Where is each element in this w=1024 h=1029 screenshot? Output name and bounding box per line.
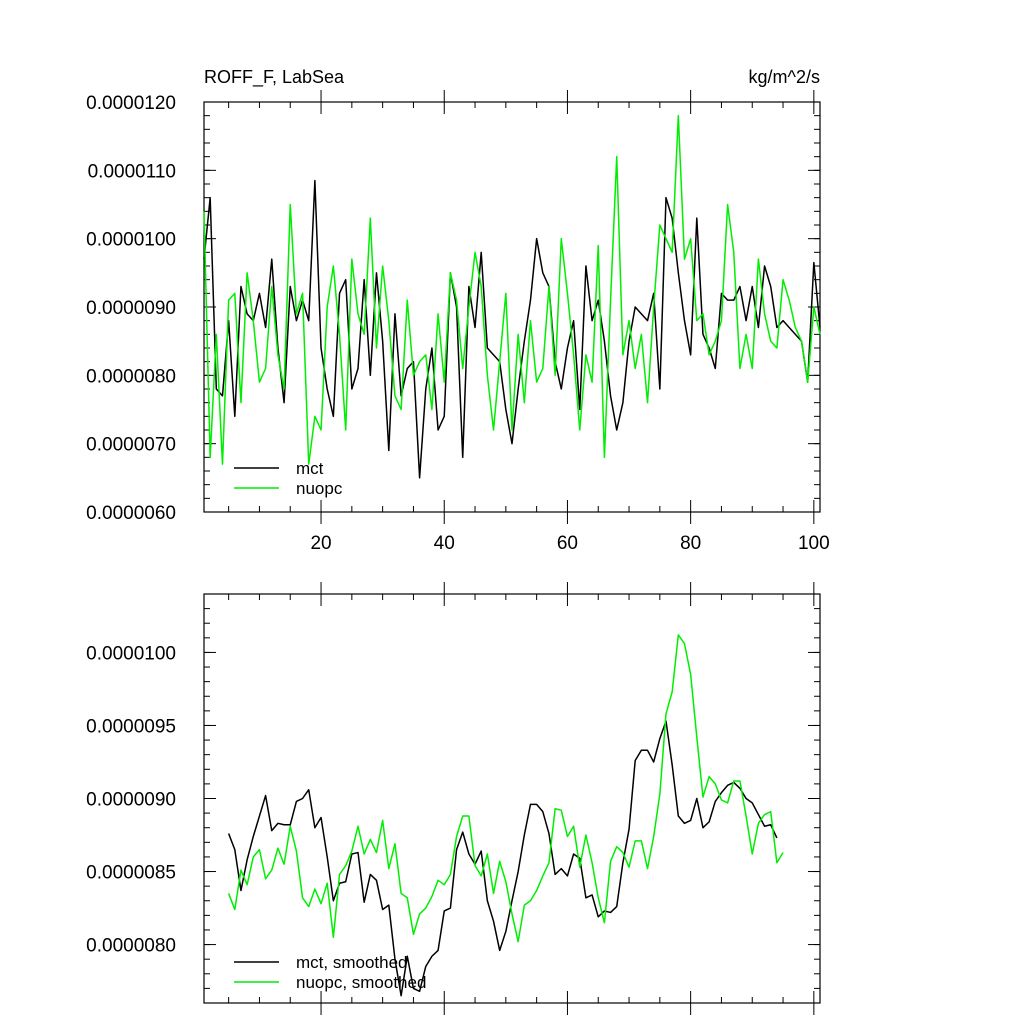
chart-title: ROFF_F, LabSea <box>204 67 345 88</box>
series-line-mct-smoothed <box>227 720 778 997</box>
x-tick-label: 80 <box>680 533 701 554</box>
y-tick-label: 0.0000085 <box>86 863 176 884</box>
series-line-nuopc-smoothed <box>227 634 784 943</box>
y-tick-label: 0.0000090 <box>86 298 176 319</box>
x-tick-label: 40 <box>434 533 455 554</box>
legend-label: mct <box>296 459 324 478</box>
y-tick-label: 0.0000070 <box>86 435 176 456</box>
y-tick-label: 0.0000120 <box>86 93 176 114</box>
units-label: kg/m^2/s <box>749 67 820 87</box>
series-line-mct <box>203 179 821 479</box>
y-tick-label: 0.0000100 <box>86 643 176 664</box>
x-tick-label: 20 <box>310 533 331 554</box>
legend-label: nuopc <box>296 479 343 498</box>
y-tick-label: 0.0000080 <box>86 936 176 957</box>
x-tick-label: 60 <box>557 533 578 554</box>
series-line-nuopc <box>203 114 821 465</box>
top-panel-raw-series: 20 40 60 80 100 0.0000060 0.0000070 0.0000080 0.… <box>86 67 830 554</box>
legend-label: nuopc, smoothed <box>296 973 426 992</box>
y-tick-label: 0.0000080 <box>86 366 176 387</box>
y-tick-label: 0.0000110 <box>88 161 176 182</box>
y-tick-label: 0.0000060 <box>86 503 176 524</box>
bottom-panel-smoothed-series: 0.0000080 0.0000085 0.0000090 0.0000095 0.00… <box>86 582 821 1015</box>
y-tick-label: 0.0000100 <box>86 230 176 251</box>
legend-label: mct, smoothed <box>296 953 408 972</box>
y-tick-label: 0.0000090 <box>86 790 176 811</box>
plot-frame <box>203 593 821 1004</box>
x-tick-label: 100 <box>798 533 830 554</box>
y-tick-label: 0.0000095 <box>86 716 176 737</box>
